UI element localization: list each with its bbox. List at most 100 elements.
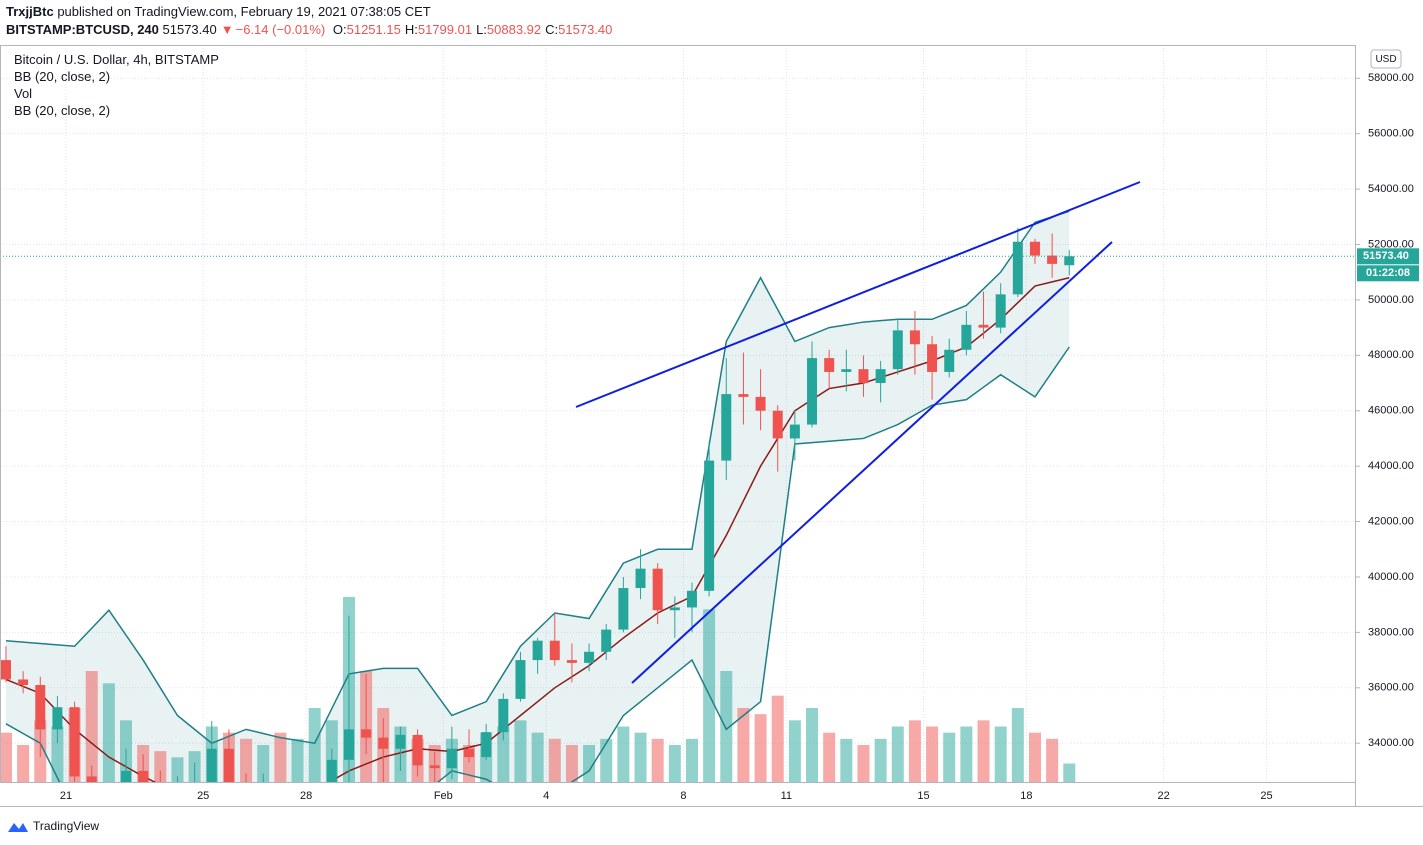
candle-body — [584, 651, 595, 663]
ohlc-value: 51251.15 — [346, 22, 401, 37]
candle-body — [293, 840, 303, 843]
bb-basis — [5, 277, 1070, 782]
volume-bar — [840, 738, 853, 782]
candle-body — [601, 629, 612, 652]
candle-body — [395, 734, 406, 749]
volume-bar — [480, 732, 493, 782]
volume-bar — [531, 732, 544, 782]
candle-body — [944, 349, 955, 372]
candle-body — [1064, 256, 1075, 266]
candle-body — [1012, 241, 1023, 295]
candle-body — [635, 568, 646, 589]
candle-body — [0, 660, 11, 680]
candle-body — [18, 679, 29, 686]
volume-bar — [68, 708, 81, 782]
volume-bar — [806, 708, 819, 782]
candle-body — [190, 790, 200, 791]
price-tag — [1357, 248, 1419, 265]
y-tick-label: 44000.00 — [1368, 460, 1414, 472]
volume-bar — [754, 714, 767, 782]
candle-body — [35, 685, 46, 730]
candle-body — [978, 324, 989, 328]
volume-bar — [171, 757, 184, 782]
currency-button[interactable] — [1370, 49, 1402, 69]
volume-bar — [908, 720, 921, 782]
candle-body — [927, 344, 938, 372]
ohlc-key: L: — [476, 22, 487, 37]
x-tick-label: 11 — [781, 790, 792, 802]
candle-body — [104, 799, 114, 827]
volume-bar — [497, 726, 510, 782]
x-tick-label: 18 — [1020, 790, 1032, 802]
candle-body — [566, 660, 577, 663]
candle-body — [807, 358, 818, 425]
volume-bar — [943, 732, 956, 782]
y-tick-label: 50000.00 — [1368, 294, 1414, 306]
legend-line: BB (20, close, 2) — [14, 103, 111, 118]
x-tick-label: 4 — [543, 790, 549, 802]
y-tick-label: 34000.00 — [1368, 737, 1414, 749]
candle-body — [704, 460, 715, 591]
volume-bar — [51, 726, 64, 782]
candle-body — [652, 568, 663, 611]
candle-body — [1029, 241, 1040, 256]
volume-bar — [291, 738, 304, 782]
volume-bar — [17, 745, 30, 782]
symbol-line: BITSTAMP:BTCUSD, 240 51573.40 ▼ −6.14 (−0.… — [6, 22, 616, 37]
volume-bar — [154, 751, 167, 782]
candle-body — [618, 588, 629, 630]
candle-body — [310, 812, 320, 840]
currency: USD — [1375, 54, 1396, 65]
candle-body — [446, 748, 457, 769]
ohlc-key: H: — [404, 22, 418, 37]
volume-bar — [1011, 708, 1024, 782]
legend-line: Bitcoin / U.S. Dollar, 4h, BITSTAMP — [14, 52, 219, 67]
volume-bar — [565, 745, 578, 782]
candle-body — [892, 330, 903, 370]
trend-line — [631, 241, 1113, 684]
x-tick-label: 28 — [300, 790, 312, 802]
volume-bar — [445, 738, 458, 782]
candle-body — [172, 790, 182, 796]
candle-body — [326, 759, 337, 782]
candle-body — [464, 748, 475, 758]
volume-bar — [360, 671, 373, 782]
candle-body — [138, 770, 149, 782]
x-tick-label: 15 — [917, 790, 929, 802]
candle-body — [686, 590, 697, 608]
ohlc-key: C: — [545, 22, 559, 37]
y-tick-label: 40000.00 — [1368, 571, 1414, 583]
candle-body — [481, 732, 492, 758]
volume-bar — [651, 738, 664, 782]
candle-body — [549, 640, 560, 661]
ohlc-key: O: — [332, 22, 347, 37]
volume-bar — [34, 720, 47, 782]
arrow: ▼ — [220, 22, 234, 37]
y-tick-label: 38000.00 — [1368, 626, 1414, 638]
y-tick-label: 52000.00 — [1368, 238, 1414, 250]
x-tick-label: 25 — [1260, 790, 1272, 802]
ohlc-value: 51799.01 — [417, 22, 473, 37]
volume-bar — [0, 732, 12, 782]
candle-body — [258, 788, 268, 813]
ohlc-value: 51573.40 — [558, 22, 613, 37]
change: −6.14 (−0.01%) — [235, 22, 326, 37]
y-tick-label: 58000.00 — [1368, 72, 1414, 84]
volume-bar — [1028, 732, 1041, 782]
volume-bar — [308, 708, 321, 782]
candle-body — [789, 424, 800, 439]
legend-line: BB (20, close, 2) — [14, 69, 111, 84]
volume-bar — [771, 695, 784, 782]
y-tick-label: 48000.00 — [1368, 349, 1414, 361]
candle-body — [841, 369, 852, 372]
publish-line: TrxjjBtc published on TradingView.com, F… — [6, 4, 435, 19]
x-tick-label: Feb — [434, 790, 453, 802]
volume-bar — [823, 732, 836, 782]
candle-body — [241, 785, 251, 813]
x-tick-label: 21 — [60, 790, 72, 802]
volume-bar — [874, 738, 887, 782]
volume-bar — [377, 708, 390, 782]
volume-bar — [222, 732, 235, 782]
candle-body — [909, 330, 920, 345]
